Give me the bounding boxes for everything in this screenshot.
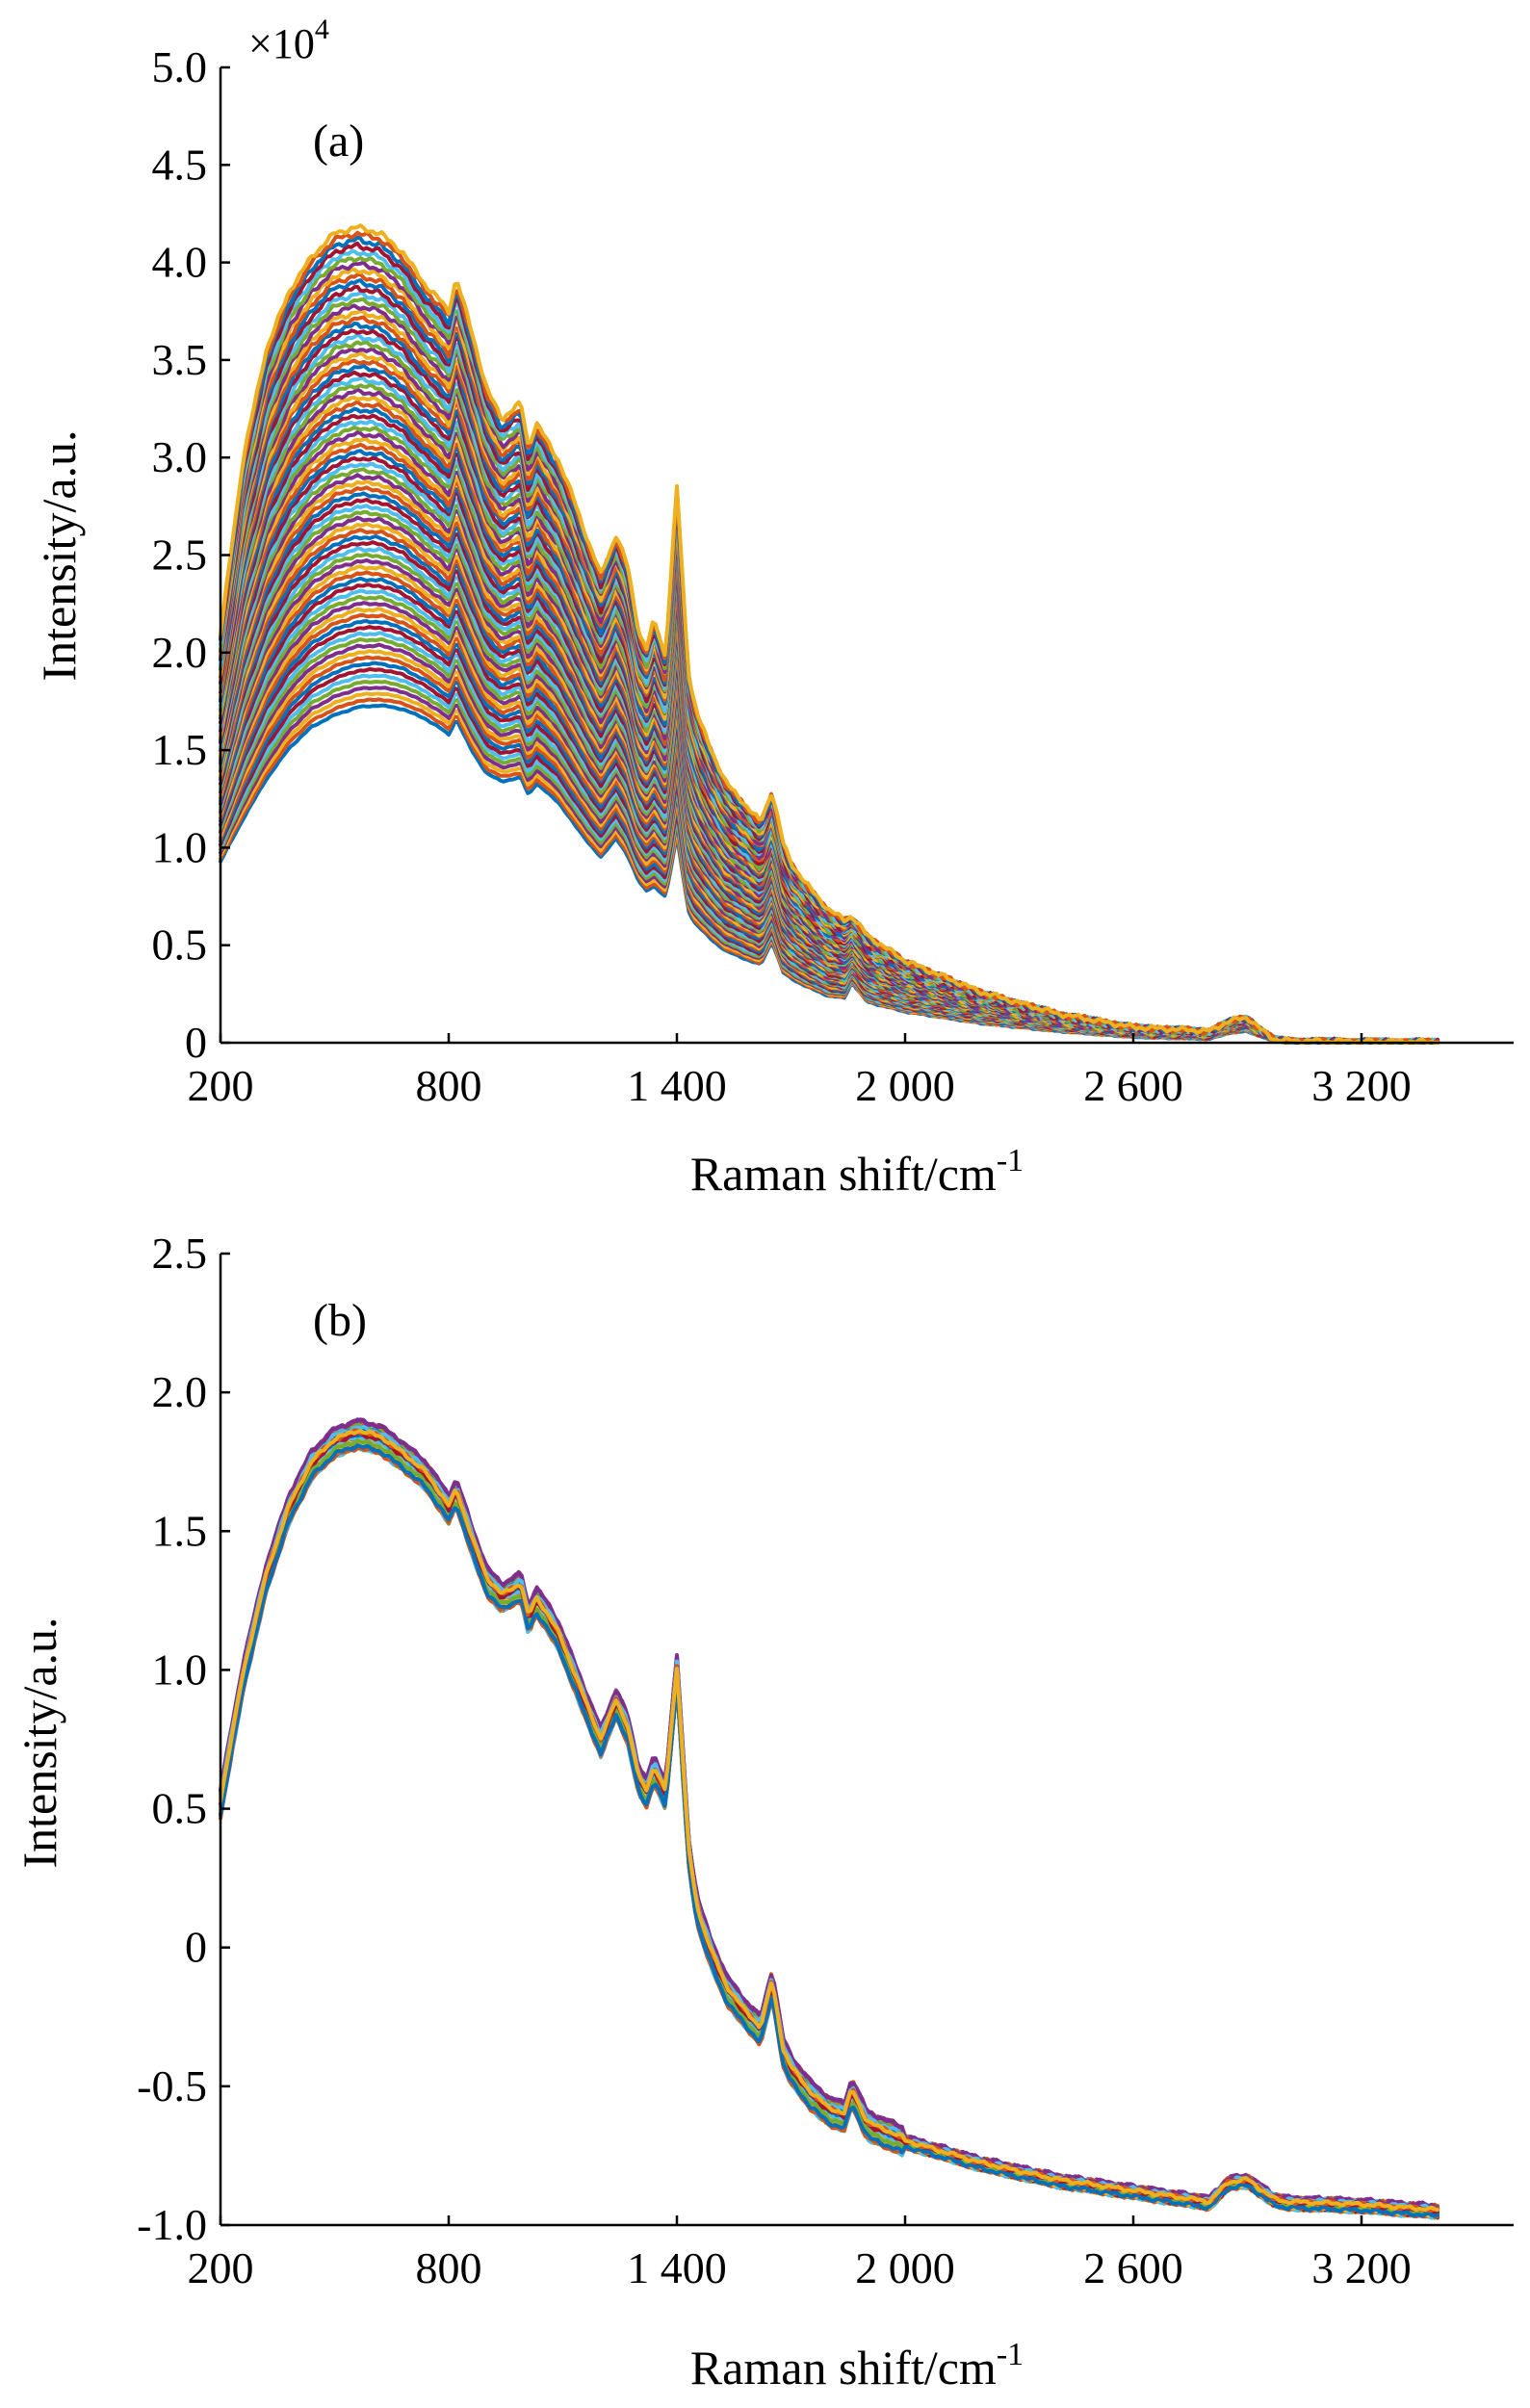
x-tick-label: 3 200	[1311, 2243, 1412, 2292]
y-tick-label: 3.0	[152, 432, 208, 481]
x-tick-label: 2 600	[1083, 1061, 1183, 1110]
spectrum-line	[219, 1422, 1439, 2211]
x-tick-label: 1 400	[627, 2243, 727, 2292]
x-tick-label: 2 000	[855, 2243, 955, 2292]
panel-a-y-ticks: 0 0.5 1.0 1.5 2.0 2.5 3.0 3.5 4.0 4.5 5.0	[152, 42, 230, 1067]
spectrum-line	[219, 1427, 1439, 2212]
y-tick-label: 1.5	[152, 725, 208, 774]
panel-b-spectra	[219, 1417, 1439, 2220]
spectrum-line	[219, 223, 1439, 1045]
spectrum-line	[219, 1421, 1439, 2211]
y-tick-label: 1.0	[152, 1644, 208, 1694]
spectrum-line	[219, 1427, 1439, 2212]
panel-a-x-axis-title: Raman shift/cm-1	[690, 1143, 1024, 1201]
y-tick-label: 2.5	[152, 1229, 208, 1278]
panel-a: 0 0.5 1.0 1.5 2.0 2.5 3.0 3.5 4.0 4.5 5.0 200 800 1 …	[32, 13, 1514, 1201]
x-tick-label: 200	[188, 2243, 254, 2292]
panel-a-spectra	[219, 223, 1439, 1045]
spectrum-line	[219, 1422, 1439, 2212]
spectrum-line	[219, 1425, 1439, 2213]
x-tick-label: 2 000	[855, 1061, 955, 1110]
spectrum-line	[219, 1424, 1439, 2212]
spectrum-line	[219, 1429, 1439, 2213]
spectrum-line	[219, 1430, 1439, 2214]
panel-a-multiplier: ×104	[248, 13, 329, 67]
spectrum-line	[219, 1426, 1439, 2214]
x-tick-label: 1 400	[627, 1061, 727, 1110]
y-tick-label: 3.5	[152, 335, 208, 384]
y-tick-label: -1.0	[137, 2200, 207, 2249]
panel-b-x-axis-title: Raman shift/cm-1	[690, 2337, 1024, 2395]
spectrum-line	[219, 1422, 1439, 2210]
spectrum-line	[219, 1424, 1439, 2213]
y-tick-label: 2.0	[152, 628, 208, 677]
spectrum-line	[219, 1427, 1439, 2212]
y-tick-label: 1.0	[152, 822, 208, 871]
spectrum-line	[219, 1424, 1439, 2213]
x-tick-label: 800	[416, 1061, 482, 1110]
spectrum-line	[219, 1428, 1439, 2213]
spectrum-line	[219, 1428, 1439, 2213]
spectrum-line	[219, 1424, 1439, 2212]
spectrum-line	[219, 1417, 1439, 2211]
panel-a-x-ticks: 200 800 1 400 2 000 2 600 3 200	[188, 1033, 1412, 1110]
spectrum-line	[219, 1428, 1439, 2214]
panel-a-y-axis-title: Intensity/a.u.	[32, 429, 86, 681]
spectrum-line	[219, 1428, 1439, 2213]
spectrum-line	[219, 1423, 1439, 2211]
spectrum-line	[219, 1425, 1439, 2214]
panel-b-y-ticks: -1.0 -0.5 0 0.5 1.0 1.5 2.0 2.5	[137, 1229, 230, 2249]
spectrum-line	[219, 522, 1439, 1045]
x-tick-label: 2 600	[1083, 2243, 1183, 2292]
spectrum-line	[219, 1423, 1439, 2211]
spectrum-line	[219, 1425, 1439, 2211]
spectrum-line	[219, 1420, 1439, 2210]
spectrum-line	[219, 1443, 1439, 2218]
y-tick-label: 0.5	[152, 1784, 208, 1833]
spectrum-line	[219, 1428, 1439, 2214]
spectrum-line	[219, 1421, 1439, 2212]
spectrum-line	[219, 1430, 1439, 2214]
y-tick-label: 5.0	[152, 42, 208, 91]
panel-a-label: (a)	[313, 116, 364, 167]
y-tick-label: 0	[185, 1923, 207, 1972]
spectrum-line	[219, 1423, 1439, 2211]
spectrum-line	[219, 1426, 1439, 2212]
spectrum-line	[219, 1427, 1439, 2214]
x-tick-label: 3 200	[1311, 1061, 1412, 1110]
x-tick-label: 800	[416, 2243, 482, 2292]
y-tick-label: 4.5	[152, 140, 208, 189]
y-tick-label: 2.0	[152, 1367, 208, 1416]
panel-b: -1.0 -0.5 0 0.5 1.0 1.5 2.0 2.5 200 800 1 400 2 00…	[13, 1229, 1514, 2395]
spectrum-line	[219, 1429, 1439, 2213]
spectrum-line	[219, 230, 1439, 1045]
spectrum-line	[219, 1427, 1439, 2212]
x-tick-label: 200	[188, 1061, 254, 1110]
y-tick-label: 0	[185, 1018, 207, 1067]
panel-b-x-ticks: 200 800 1 400 2 000 2 600 3 200	[188, 2215, 1412, 2292]
panel-b-label: (b)	[313, 1295, 367, 1346]
y-tick-label: 0.5	[152, 920, 208, 970]
y-tick-label: 4.0	[152, 238, 208, 287]
y-tick-label: 2.5	[152, 531, 208, 580]
panel-b-y-axis-title: Intensity/a.u.	[13, 1617, 66, 1868]
y-tick-label: 1.5	[152, 1506, 208, 1555]
spectrum-line	[219, 1419, 1439, 2211]
spectrum-line	[219, 1427, 1439, 2212]
y-tick-label: -0.5	[137, 2061, 207, 2110]
spectrum-line	[219, 1417, 1439, 2210]
spectrum-line	[219, 1417, 1439, 2210]
